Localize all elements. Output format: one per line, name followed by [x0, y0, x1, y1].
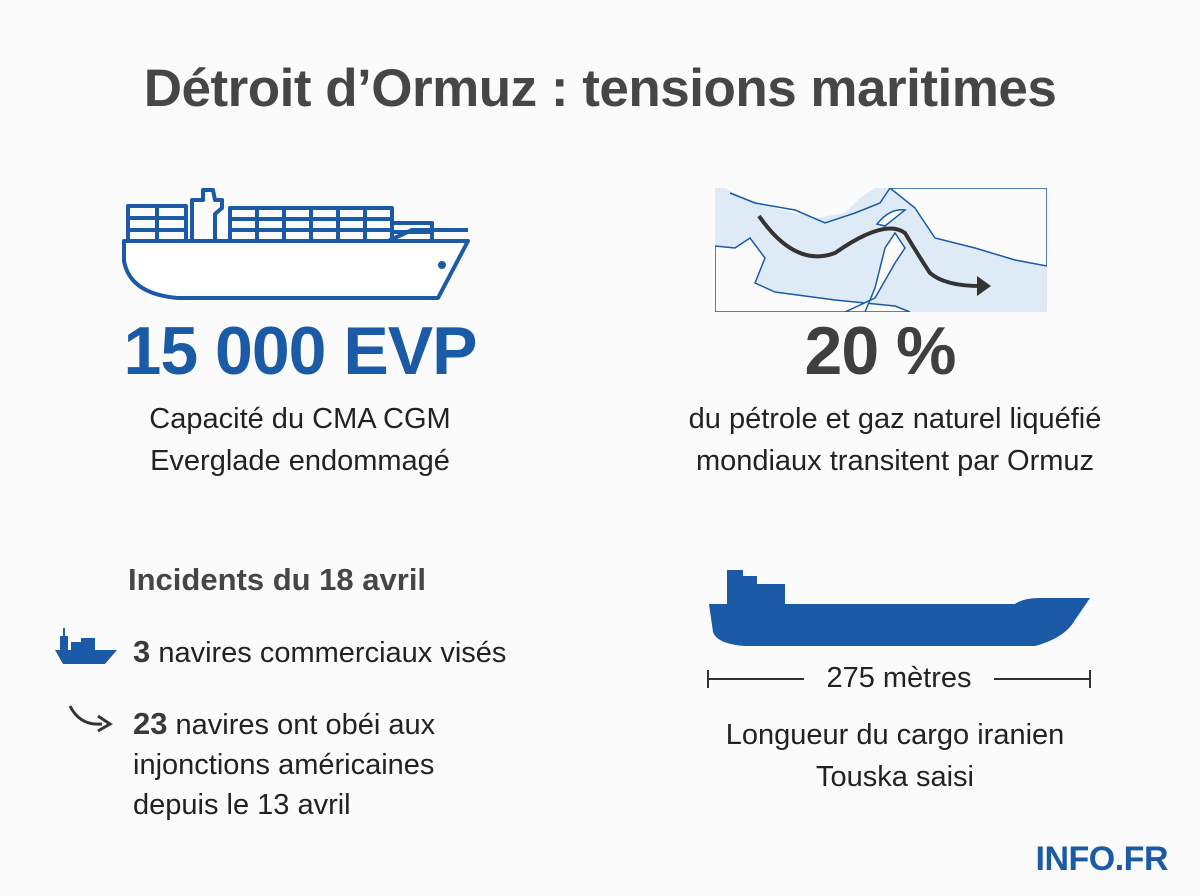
cargo-caption-line: Touska saisi: [816, 761, 974, 793]
stat-caption-line: Everglade endommagé: [150, 445, 450, 477]
ship-icon: [55, 628, 117, 664]
cargo-ship-silhouette-icon: [709, 570, 1090, 646]
stat-caption-line: mondiaux transitent par Ormuz: [695, 445, 1095, 477]
cargo-caption-line: Longueur du cargo iranien: [725, 719, 1065, 751]
curved-arrow-icon: [68, 705, 113, 733]
incident-text: navires commerciaux visés: [158, 637, 507, 669]
incident-item: 23 navires ont obéi aux injonctions amér…: [133, 704, 435, 825]
incident-item: 3 navires commerciaux visés: [133, 632, 506, 673]
stat-caption-line: Capacité du CMA CGM: [149, 403, 451, 435]
incident-text: navires ont obéi aux: [175, 709, 436, 741]
stat-value-share: 20 %: [804, 313, 957, 389]
incident-text: injonctions américaines: [133, 749, 435, 781]
cargo-length: 275 mètres: [826, 662, 972, 694]
brand-logo: INFO.FR: [1035, 840, 1169, 878]
incident-number: 3: [133, 634, 151, 669]
stat-value-capacity: 15 000 EVP: [123, 313, 478, 389]
incident-text: depuis le 13 avril: [133, 789, 351, 821]
incidents-heading: Incidents du 18 avril: [128, 562, 427, 597]
container-ship-icon: [122, 188, 470, 300]
page-title: Détroit d’Ormuz : tensions maritimes: [143, 59, 1057, 118]
stat-caption-line: du pétrole et gaz naturel liquéfié: [688, 403, 1102, 435]
incident-number: 23: [133, 706, 168, 741]
strait-map-icon: [715, 188, 1047, 312]
length-measure-line: [707, 670, 1091, 688]
route-arrow-icon: [977, 276, 991, 296]
